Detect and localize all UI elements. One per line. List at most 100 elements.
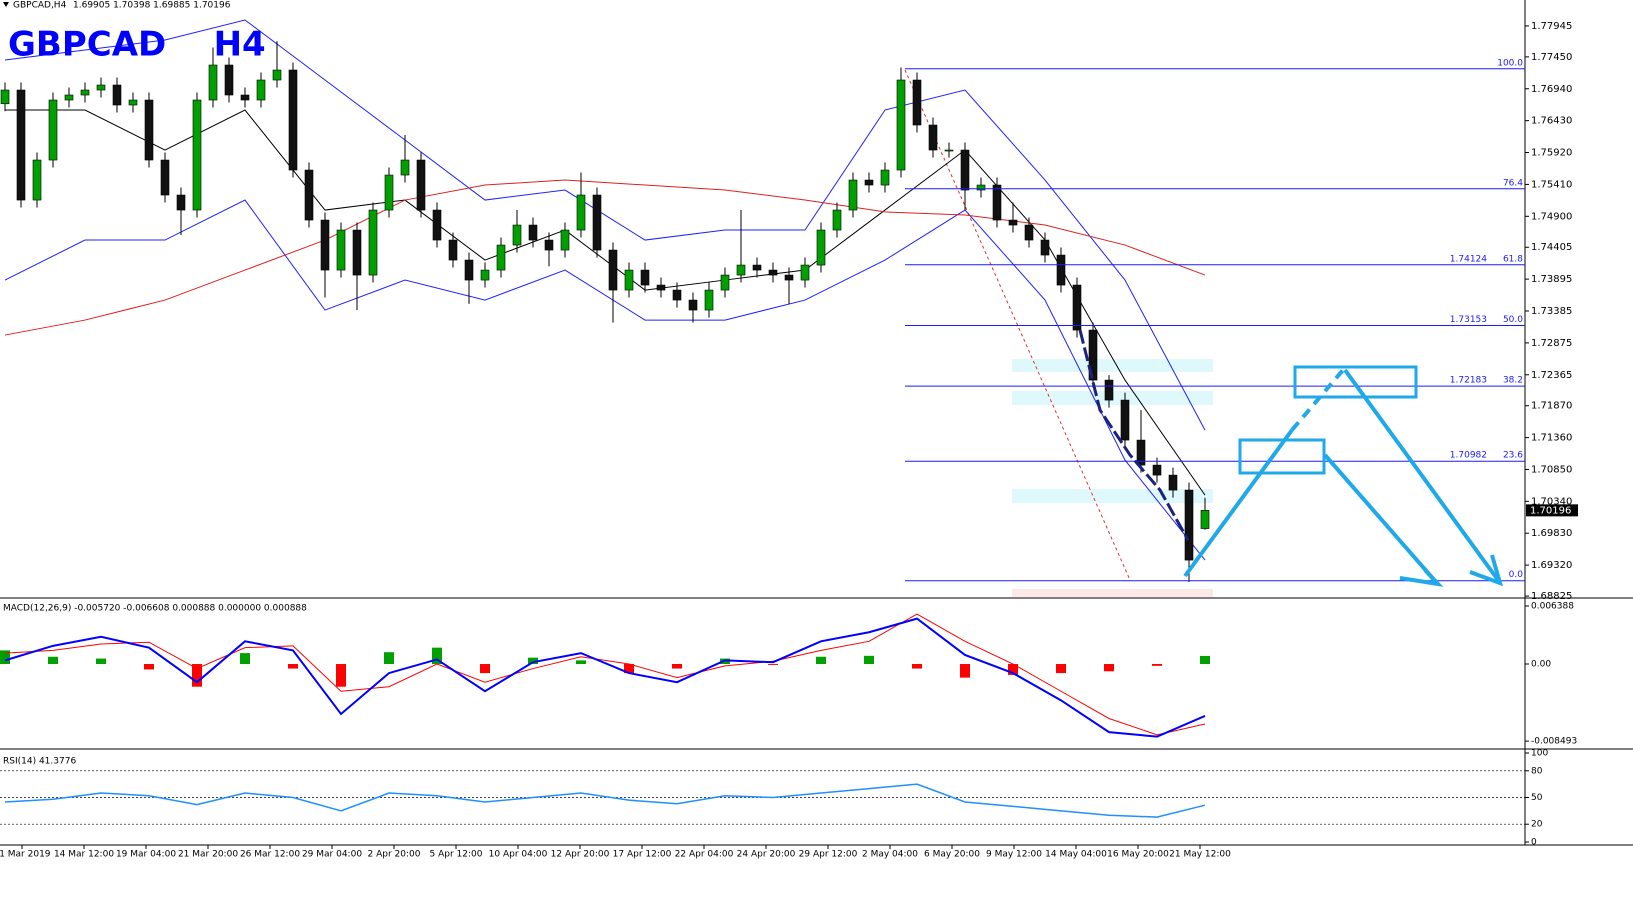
fib-price-label: 1.73153: [1450, 315, 1487, 325]
x-tick-label: 11 Mar 2019: [0, 850, 51, 860]
histogram-bar: [1008, 664, 1018, 675]
histogram-bar: [1056, 664, 1066, 674]
histogram-bar: [144, 664, 154, 670]
y-tick-label: 1.76430: [1531, 116, 1572, 127]
histogram-bar: [576, 660, 586, 665]
candle-body: [752, 264, 762, 271]
candle-body: [1152, 464, 1162, 476]
y-tick-label: -0.008493: [1531, 737, 1577, 747]
y-tick-label: 1.71870: [1531, 401, 1572, 412]
candle-body: [912, 79, 922, 126]
candle-body: [1168, 474, 1178, 491]
candle-body: [384, 174, 394, 211]
zone: [1012, 489, 1213, 503]
indicator-line: [4, 179, 1206, 336]
candle-body: [304, 169, 314, 221]
candle-body: [576, 194, 586, 231]
candle-body: [480, 269, 490, 281]
histogram-bar: [480, 664, 490, 674]
y-tick-label: 1.69830: [1531, 528, 1572, 539]
projection: [1078, 329, 1504, 587]
macd-line: [4, 617, 1206, 738]
candle-body: [720, 274, 730, 291]
histogram-bar: [528, 657, 538, 665]
y-tick-label: 1.74405: [1531, 242, 1572, 253]
arrow-up: [1183, 428, 1294, 578]
histogram-bar: [816, 656, 826, 665]
candle-body: [512, 224, 522, 246]
candle-body: [704, 289, 714, 311]
fib-level-label: 0.0: [1509, 570, 1524, 580]
fib-level-label: 23.6: [1503, 451, 1523, 461]
candle-body: [768, 269, 778, 276]
fib-level-label: 76.4: [1503, 178, 1523, 188]
candle-body: [656, 284, 666, 291]
histogram-bar: [96, 658, 106, 665]
candle-body: [672, 289, 682, 301]
candle-body: [1072, 284, 1082, 331]
x-tick-label: 10 Apr 04:00: [489, 850, 548, 860]
y-tick-label: 0.006388: [1531, 602, 1574, 612]
candle-body: [864, 179, 874, 186]
zone: [1012, 359, 1213, 372]
ohlc-label: 1.69905 1.70398 1.69885 1.70196: [73, 1, 231, 11]
histogram-bar: [48, 656, 58, 665]
y-tick-label: 1.77945: [1531, 21, 1572, 32]
arrow-head: [1469, 554, 1504, 587]
candle-body: [256, 79, 266, 101]
candle-body: [288, 69, 298, 171]
candle-body: [832, 209, 842, 231]
y-tick-label: 1.72365: [1531, 370, 1572, 381]
x-tick-label: 2 May 04:00: [862, 850, 918, 860]
candle-body: [528, 224, 538, 241]
x-tick-label: 29 Mar 04:00: [302, 850, 362, 860]
y-tick-label: 1.69320: [1531, 560, 1572, 571]
candle-body: [928, 124, 938, 151]
indicator-line: [5, 109, 1206, 496]
histogram-bar: [624, 664, 634, 674]
x-tick-label: 14 May 04:00: [1045, 850, 1107, 860]
y-tick-label: 1.72875: [1531, 338, 1572, 349]
candle-body: [1200, 510, 1210, 529]
target-box: [1293, 365, 1418, 399]
plot-area: 1.77945 1.77450 1.76940 1.76430 1.75920 1.754…: [0, 19, 1578, 860]
candle-body: [80, 89, 90, 96]
candle-body: [272, 69, 282, 81]
histogram-bar: [768, 664, 778, 665]
candle-body: [976, 184, 986, 191]
y-tick-label: 1.71360: [1531, 433, 1572, 444]
fib-price-label: 1.70982: [1450, 451, 1487, 461]
histogram-bar: [912, 664, 922, 669]
x-tick-label: 16 May 20:00: [1107, 850, 1169, 860]
arrow-down: [1343, 368, 1500, 582]
fib-level-label: 38.2: [1503, 376, 1523, 386]
histogram-bar: [288, 664, 298, 669]
fib-level-label: 50.0: [1503, 315, 1523, 325]
candle-body: [208, 64, 218, 101]
arrow-head: [1399, 568, 1444, 587]
candle-body: [1056, 254, 1066, 286]
candle-body: [160, 159, 170, 196]
histogram-bar: [0, 650, 10, 665]
x-tick-label: 9 May 12:00: [986, 850, 1042, 860]
candle-body: [944, 149, 954, 152]
candle-body: [128, 99, 138, 106]
zone: [1012, 589, 1213, 597]
candle-body: [544, 239, 554, 251]
histogram-bar: [1152, 664, 1162, 666]
candle-body: [880, 169, 890, 186]
y-tick-label: 0.00: [1531, 660, 1551, 670]
candle-body: [816, 229, 826, 266]
x-tick-label: 6 May 20:00: [924, 850, 980, 860]
arrow-down: [1323, 453, 1438, 584]
histogram-bar: [672, 664, 682, 669]
candle-body: [592, 194, 602, 251]
chart-title: GBPCAD H4: [8, 25, 266, 65]
candle-body: [224, 64, 234, 96]
candle-body: [176, 194, 186, 211]
candle-body: [960, 149, 970, 191]
y-tick-label: 1.70850: [1531, 464, 1572, 475]
candle-body: [1024, 224, 1034, 241]
